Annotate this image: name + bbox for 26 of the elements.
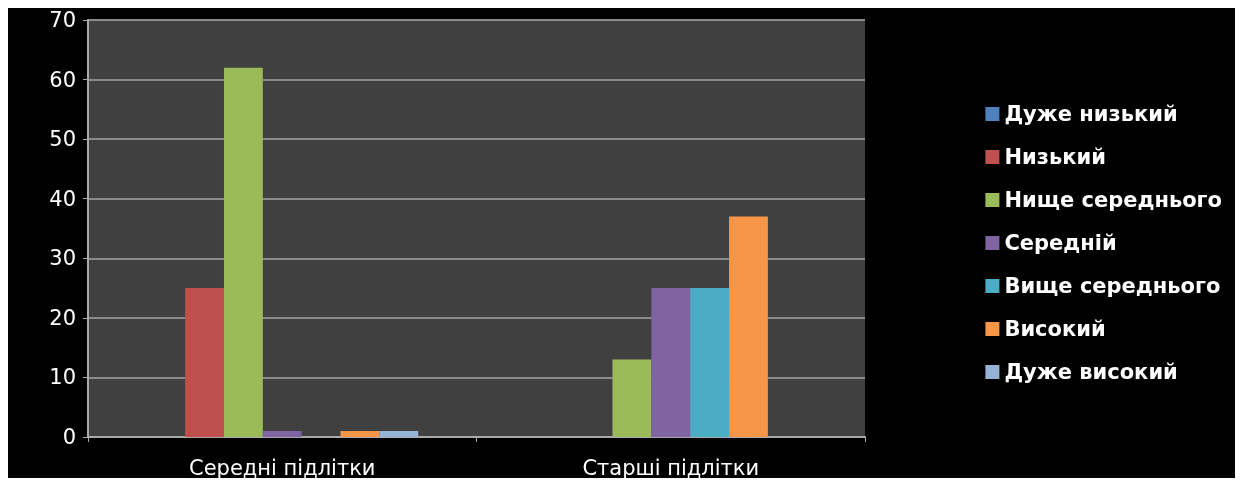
y-tick-label: 20 [49,305,76,330]
x-tick-label: Середні підлітки [189,455,376,480]
y-tick-label: 60 [49,67,76,92]
legend-label: Вище середнього [1004,274,1221,298]
bar [340,431,380,437]
bar [612,359,652,437]
legend-label: Низький [1004,145,1106,169]
y-tick-label: 10 [49,365,76,390]
legend-label: Дуже високий [1004,360,1178,384]
y-tick-label: 70 [49,8,76,32]
bar [651,288,691,437]
legend-label: Середній [1004,231,1117,255]
y-tick-label: 50 [49,127,76,152]
bar [185,288,224,437]
y-tick-label: 30 [49,246,76,271]
legend-label: Дуже низький [1004,102,1178,126]
x-tick-label: Старші підлітки [582,455,760,480]
bar [379,431,419,437]
bar [729,216,768,437]
bar [223,67,263,437]
legend-label: Нище середнього [1004,188,1223,212]
y-tick-label: 0 [62,425,76,449]
bar [690,288,730,437]
bar [262,431,302,437]
legend-label: Високий [1004,317,1106,341]
y-tick-label: 40 [49,186,76,211]
